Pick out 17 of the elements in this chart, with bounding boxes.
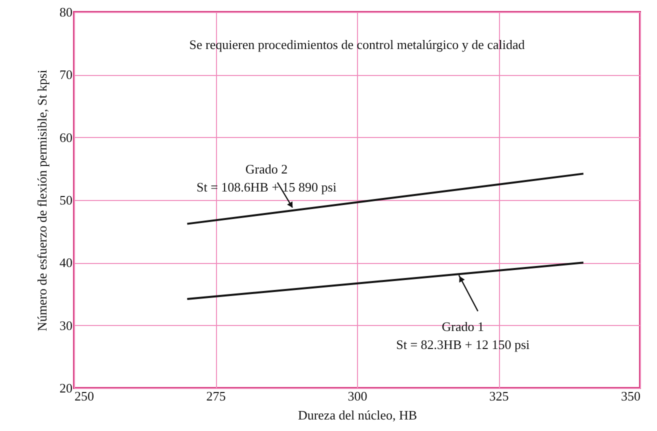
- x-tick-label: 325: [489, 388, 509, 404]
- x-tick-label: 275: [206, 388, 226, 404]
- x-tick-label: 250: [74, 388, 94, 404]
- y-tick-label: 70: [60, 67, 72, 82]
- x-axis-title: Dureza del núcleo, HB: [298, 408, 418, 422]
- y-tick-label: 20: [60, 380, 72, 396]
- annotation: Grado 2 St = 108.6HB + 15 890 psi: [196, 162, 337, 195]
- y-tick-label: 80: [60, 4, 72, 20]
- y-axis-title: Número de esfuerzo de flexión permisible, St kpsi: [34, 69, 50, 332]
- x-tick-label: 350: [621, 388, 640, 404]
- x-tick-label: 300: [348, 388, 368, 404]
- y-tick-label: 60: [60, 130, 72, 145]
- y-tick-label: 50: [60, 192, 72, 208]
- annotation: Grado 1 St = 82.3HB + 12 150 psi: [396, 319, 530, 352]
- annotation: Se requieren procedimientos de control metalúrgico y de calidad: [189, 37, 526, 52]
- y-tick-label: 30: [60, 318, 72, 333]
- y-tick-label: 40: [60, 255, 72, 270]
